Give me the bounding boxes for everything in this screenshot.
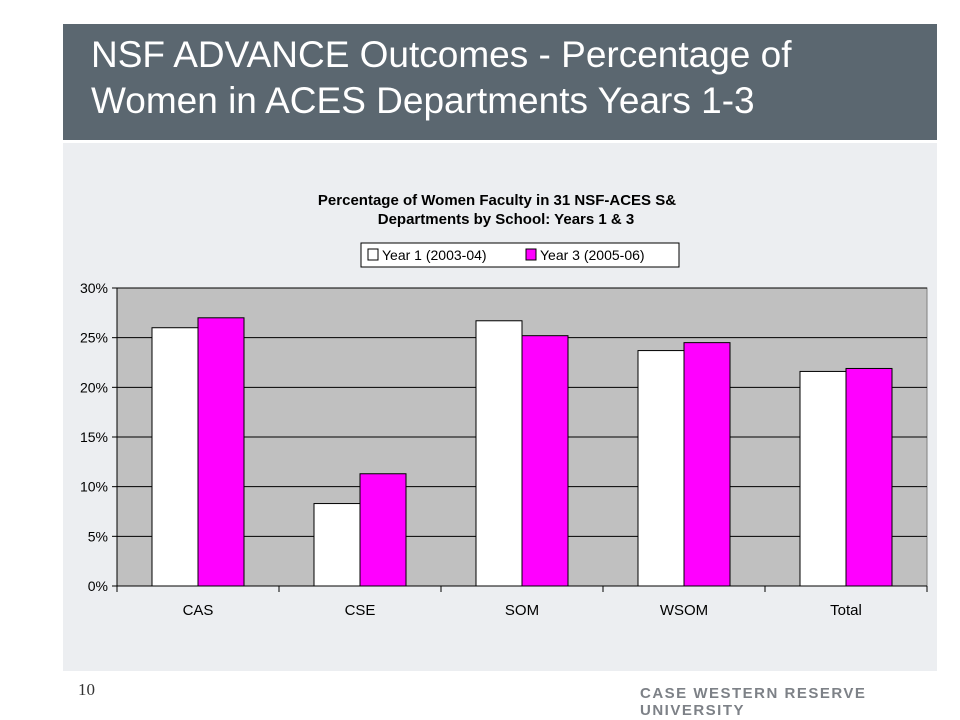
y-tick-label: 15% xyxy=(80,429,108,445)
bar-wsom-series-1 xyxy=(637,350,685,587)
brand-wordmark: CASE WESTERN RESERVE UNIVERSITY xyxy=(640,685,867,719)
y-tick-label: 0% xyxy=(88,578,108,594)
bar-cas-series-1 xyxy=(151,327,199,587)
legend-label-series-1: Year 1 (2003-04) xyxy=(382,247,487,263)
slide-title: NSF ADVANCE Outcomes - Percentage of Wom… xyxy=(91,34,792,121)
chart-title-line-2: Departments by School: Years 1 & 3 xyxy=(378,211,635,228)
y-tick-label: 5% xyxy=(88,528,108,544)
x-tick-label: SOM xyxy=(505,602,539,619)
legend-swatch-series-1 xyxy=(367,248,379,261)
page-number: 10 xyxy=(78,680,95,699)
legend-swatch-series-2 xyxy=(525,248,537,261)
y-tick-label: 25% xyxy=(80,330,108,346)
legend-label-series-2: Year 3 (2005-06) xyxy=(540,247,645,263)
x-tick-label: Total xyxy=(830,602,862,619)
legend-box xyxy=(360,242,680,268)
bar-som-series-1 xyxy=(475,320,523,587)
title-bar: NSF ADVANCE Outcomes - Percentage of Wom… xyxy=(63,24,937,140)
bar-wsom-series-2 xyxy=(683,342,731,587)
y-tick-label: 10% xyxy=(80,479,108,495)
y-tick-label: 30% xyxy=(80,280,108,296)
bar-cas-series-2 xyxy=(197,317,245,587)
bar-cse-series-1 xyxy=(313,503,361,587)
x-tick-label: CAS xyxy=(183,602,214,619)
x-tick-label: WSOM xyxy=(660,602,708,619)
bar-som-series-2 xyxy=(521,335,569,587)
x-tick-label: CSE xyxy=(345,602,376,619)
bar-total-series-2 xyxy=(845,367,893,587)
chart-title-line-1: Percentage of Women Faculty in 31 NSF-AC… xyxy=(318,192,676,209)
bar-total-series-1 xyxy=(799,370,847,587)
y-tick-label: 20% xyxy=(80,379,108,395)
bar-cse-series-2 xyxy=(359,473,407,587)
